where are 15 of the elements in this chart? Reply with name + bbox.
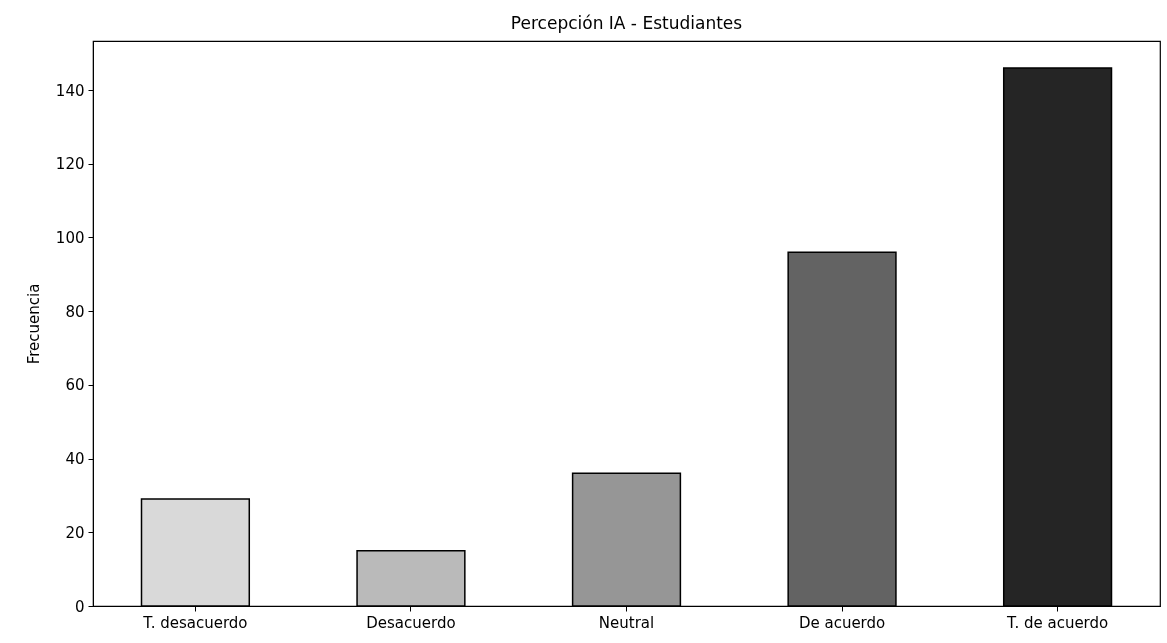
x-tick-label: T. de acuerdo: [1006, 613, 1109, 632]
chart-title: Percepción IA - Estudiantes: [510, 13, 743, 33]
y-tick-label: 60: [65, 376, 85, 395]
x-tick-label: De acuerdo: [798, 613, 886, 632]
y-tick-label: 40: [65, 450, 85, 469]
y-tick-label: 120: [55, 155, 85, 174]
y-tick-label: 0: [74, 597, 85, 616]
y-tick-label: 80: [65, 302, 85, 321]
x-tick-label: T. desacuerdo: [142, 613, 248, 632]
x-tick-label: Desacuerdo: [366, 613, 456, 632]
y-tick-label: 100: [55, 228, 85, 247]
y-tick-label: 140: [55, 81, 85, 100]
y-axis-title: Frecuencia: [24, 283, 43, 365]
x-tick-label: Neutral: [598, 613, 655, 632]
y-tick-label: 20: [65, 523, 85, 542]
